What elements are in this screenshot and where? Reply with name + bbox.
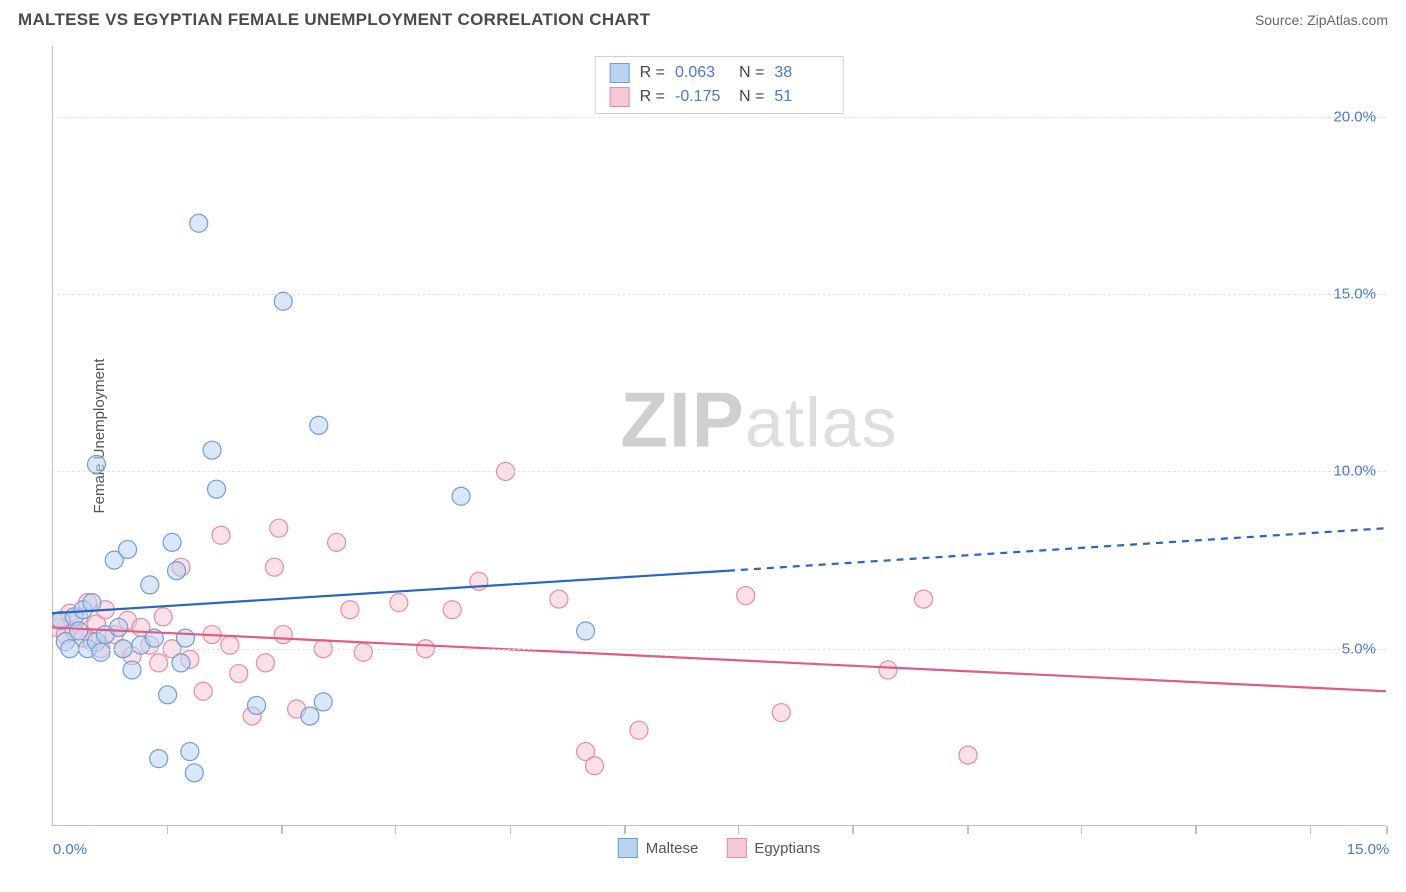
x-tick <box>395 826 397 834</box>
x-tick <box>967 826 969 834</box>
gridline-h <box>52 294 1386 295</box>
x-tick <box>1195 826 1197 834</box>
x-tick <box>1081 826 1083 834</box>
x-tick <box>281 826 283 834</box>
x-tick <box>738 826 740 834</box>
x-tick <box>167 826 169 834</box>
chart-title: MALTESE VS EGYPTIAN FEMALE UNEMPLOYMENT … <box>18 10 650 30</box>
swatch-series-2-b <box>726 838 746 858</box>
x-tick-label: 15.0% <box>1347 841 1390 858</box>
source-label: Source: ZipAtlas.com <box>1255 12 1388 28</box>
gridline-h <box>52 117 1386 118</box>
swatch-series-1 <box>610 63 630 83</box>
stats-row-2: R = -0.175 N = 51 <box>610 87 829 107</box>
swatch-series-1-b <box>618 838 638 858</box>
stats-row-1: R = 0.063 N = 38 <box>610 63 829 83</box>
x-tick <box>1386 826 1388 834</box>
y-tick-label: 15.0% <box>1333 286 1376 303</box>
y-axis-title: Female Unemployment <box>91 358 108 513</box>
legend-bottom: Maltese Egyptians <box>618 838 820 858</box>
gridline-h <box>52 471 1386 472</box>
x-tick <box>852 826 854 834</box>
x-tick <box>624 826 626 834</box>
y-tick-label: 20.0% <box>1333 108 1376 125</box>
plot-box <box>52 46 1386 826</box>
swatch-series-2 <box>610 87 630 107</box>
x-tick <box>1310 826 1312 834</box>
y-tick-label: 10.0% <box>1333 463 1376 480</box>
gridline-h <box>52 649 1386 650</box>
y-tick-label: 5.0% <box>1342 640 1376 657</box>
chart-plot-area: Female Unemployment ZIPatlas R = 0.063 N… <box>52 46 1386 826</box>
legend-item-2: Egyptians <box>726 838 820 858</box>
x-tick <box>510 826 512 834</box>
legend-item-1: Maltese <box>618 838 699 858</box>
x-tick-label: 0.0% <box>53 841 87 858</box>
stats-legend-box: R = 0.063 N = 38 R = -0.175 N = 51 <box>595 56 844 114</box>
